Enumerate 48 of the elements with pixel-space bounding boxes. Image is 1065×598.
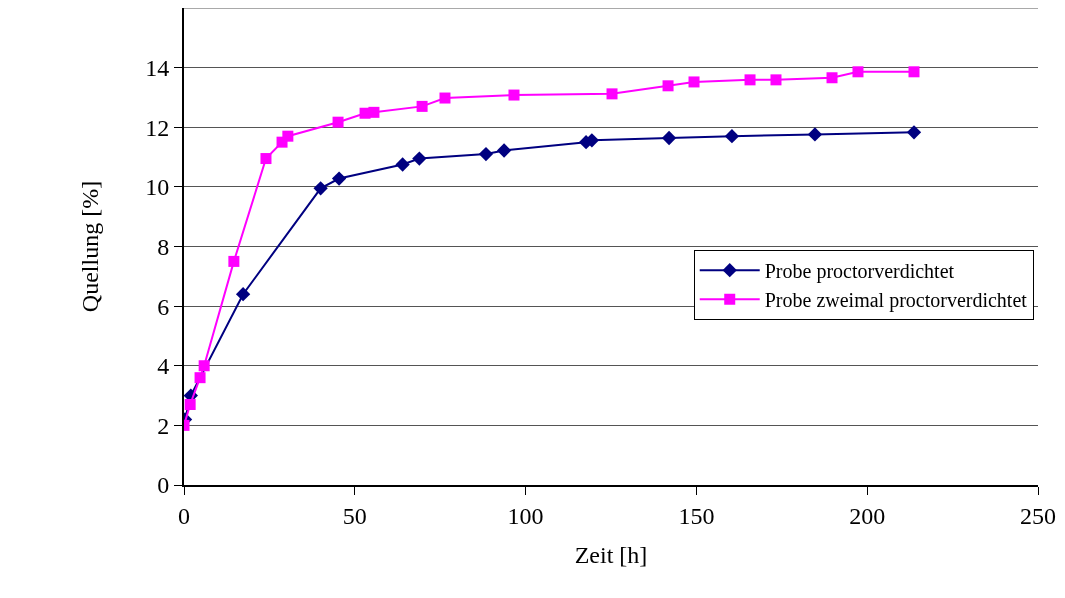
point [770, 74, 782, 86]
x-tick-label: 250 [1020, 502, 1056, 529]
point [826, 72, 838, 84]
point [235, 287, 251, 302]
point [606, 88, 618, 100]
point [416, 100, 428, 112]
x-tick-label: 100 [507, 502, 544, 529]
point [313, 181, 328, 196]
point [395, 157, 410, 172]
point [662, 80, 674, 92]
point [688, 76, 700, 88]
y-tick-label: 0 [157, 472, 170, 499]
point [724, 129, 740, 144]
point [228, 255, 240, 267]
point [412, 151, 427, 166]
y-tick-label: 4 [157, 353, 170, 380]
point [508, 89, 520, 101]
point [282, 130, 294, 142]
point [807, 127, 823, 142]
point [661, 130, 677, 146]
y-tick-label: 12 [145, 114, 170, 141]
x-tick-label: 200 [849, 502, 886, 529]
point [331, 171, 347, 186]
x-tick-label: 150 [678, 502, 715, 529]
y-tick-label: 6 [157, 293, 170, 320]
point [332, 116, 344, 128]
point [194, 372, 206, 384]
point [744, 74, 756, 86]
point [906, 125, 922, 140]
point [260, 153, 272, 165]
point [852, 66, 864, 78]
point [908, 66, 920, 78]
point [496, 143, 512, 158]
point [439, 92, 451, 104]
y-tick-label: 10 [145, 174, 170, 201]
point [184, 399, 196, 411]
point [368, 106, 380, 118]
y-axis-title: Quellung [%] [76, 180, 103, 313]
y-tick-label: 2 [157, 412, 170, 439]
x-axis-title: Zeit [h] [574, 541, 648, 568]
legend-label: Probe proctorverdichtet [764, 259, 955, 283]
legend-label: Probe zweimal proctorverdichtet [764, 288, 1028, 312]
point [478, 146, 494, 162]
y-tick-label: 14 [145, 55, 170, 82]
y-tick-label: 8 [157, 233, 170, 260]
x-tick-label: 0 [178, 502, 190, 529]
x-tick-label: 50 [342, 502, 367, 529]
point [198, 360, 210, 372]
